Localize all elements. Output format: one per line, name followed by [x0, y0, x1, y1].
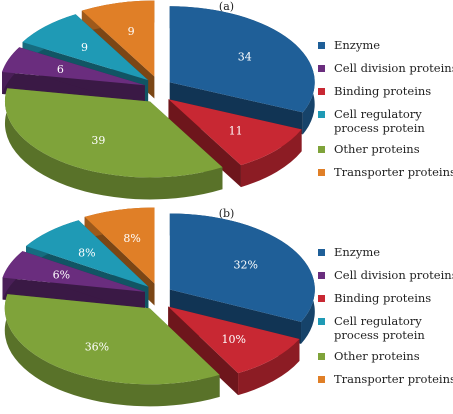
slice-wall-binding-proteins-1 [168, 99, 241, 188]
panel-label-b: (b) [218, 207, 235, 220]
slice-label-binding-proteins: 11 [229, 125, 243, 138]
slice-cell-division-proteins [2, 251, 145, 292]
slice-rim-binding-proteins [238, 338, 300, 396]
legend-label: Transporter proteins [334, 372, 453, 386]
legend-swatch [318, 249, 325, 256]
legend-label: Other proteins [334, 349, 420, 363]
slice-rim-other-proteins [4, 88, 223, 200]
pie-chart-b: 32% 10% 36% 6% 8% 8% [2, 207, 315, 407]
legend-swatch [318, 88, 325, 95]
legend-label: Enzyme [334, 245, 381, 259]
slice-label-other-proteins: 39 [91, 134, 105, 147]
legend-label: Transporter proteins [334, 165, 453, 179]
slice-wall-enzyme-1 [169, 289, 302, 344]
slice-enzyme [169, 6, 315, 113]
slice-transporter-proteins [84, 207, 155, 284]
panel-label-a: (a) [218, 0, 235, 13]
legend-label: Other proteins [334, 142, 420, 156]
slice-rim-binding-proteins [240, 129, 302, 188]
legend-item-other-proteins: Other proteins [318, 142, 453, 165]
slice-label-enzyme: 32% [233, 258, 257, 271]
legend-item-enzyme: Enzyme [318, 38, 453, 61]
slice-other-proteins [4, 294, 220, 385]
legend-swatch [318, 146, 325, 153]
chart-panel-a: (a) 34 11 39 6 9 9 Enzyme Cell division protei… [2, 0, 453, 200]
chart-panel-b: (b) 32% 10% 36% 6% 8% 8% Enzyme Cell division … [0, 207, 453, 414]
slice-label-cell-regulatory-process-protein: 9 [81, 41, 88, 54]
slice-label-enzyme: 34 [238, 50, 252, 63]
pie-chart-a: 34 11 39 6 9 9 [2, 0, 315, 200]
legend-swatch [318, 65, 325, 72]
slice-label-cell-division-proteins: 6 [57, 63, 64, 76]
legend-swatch [318, 111, 325, 118]
slice-rim-other-proteins [4, 294, 220, 407]
slice-cell-division-proteins [2, 47, 145, 86]
legend-item-binding-proteins: Binding proteins [318, 84, 453, 107]
legend-swatch [318, 42, 325, 49]
slice-label-binding-proteins: 10% [222, 333, 246, 346]
slice-label-cell-division-proteins: 6% [53, 269, 70, 282]
legend-swatch [318, 376, 325, 383]
legend-label: Cell regulatory process protein [334, 314, 425, 342]
slice-label-transporter-proteins: 9 [128, 25, 135, 38]
legend-item-cell-division-proteins: Cell division proteins [318, 268, 453, 291]
legend-swatch [318, 295, 325, 302]
legend-a: Enzyme Cell division proteins Binding prot… [318, 38, 453, 188]
legend-label: Cell division proteins [334, 61, 453, 75]
legend-label: Cell division proteins [334, 268, 453, 282]
legend-item-transporter-proteins: Transporter proteins [318, 372, 453, 395]
legend-item-enzyme: Enzyme [318, 245, 453, 268]
legend-b: Enzyme Cell division proteins Binding prot… [318, 245, 453, 395]
legend-swatch [318, 318, 325, 325]
slice-label-transporter-proteins: 8% [123, 232, 140, 245]
slice-wall-binding-proteins-1 [168, 306, 239, 396]
slice-label-other-proteins: 36% [85, 340, 109, 353]
slice-binding-proteins [168, 99, 302, 166]
legend-label: Cell regulatory process protein [334, 107, 425, 135]
legend-swatch [318, 169, 325, 176]
slice-other-proteins [4, 88, 223, 178]
slice-cell-regulatory-process-protein [25, 220, 149, 287]
slice-label-cell-regulatory-process-protein: 8% [78, 246, 95, 259]
legend-label: Enzyme [334, 38, 381, 52]
legend-swatch [318, 353, 325, 360]
legend-item-binding-proteins: Binding proteins [318, 291, 453, 314]
legend-label: Binding proteins [334, 84, 432, 98]
legend-item-cell-regulatory-process-protein: Cell regulatory process protein [318, 314, 453, 349]
slice-wall-enzyme-1 [169, 82, 303, 135]
legend-item-transporter-proteins: Transporter proteins [318, 165, 453, 188]
slice-cell-regulatory-process-protein [22, 14, 149, 81]
legend-item-cell-regulatory-process-protein: Cell regulatory process protein [318, 107, 453, 142]
legend-item-other-proteins: Other proteins [318, 349, 453, 372]
legend-swatch [318, 272, 325, 279]
slice-enzyme [169, 213, 315, 322]
legend-label: Binding proteins [334, 291, 432, 305]
slice-binding-proteins [168, 306, 300, 374]
slice-transporter-proteins [81, 0, 155, 77]
legend-item-cell-division-proteins: Cell division proteins [318, 61, 453, 84]
